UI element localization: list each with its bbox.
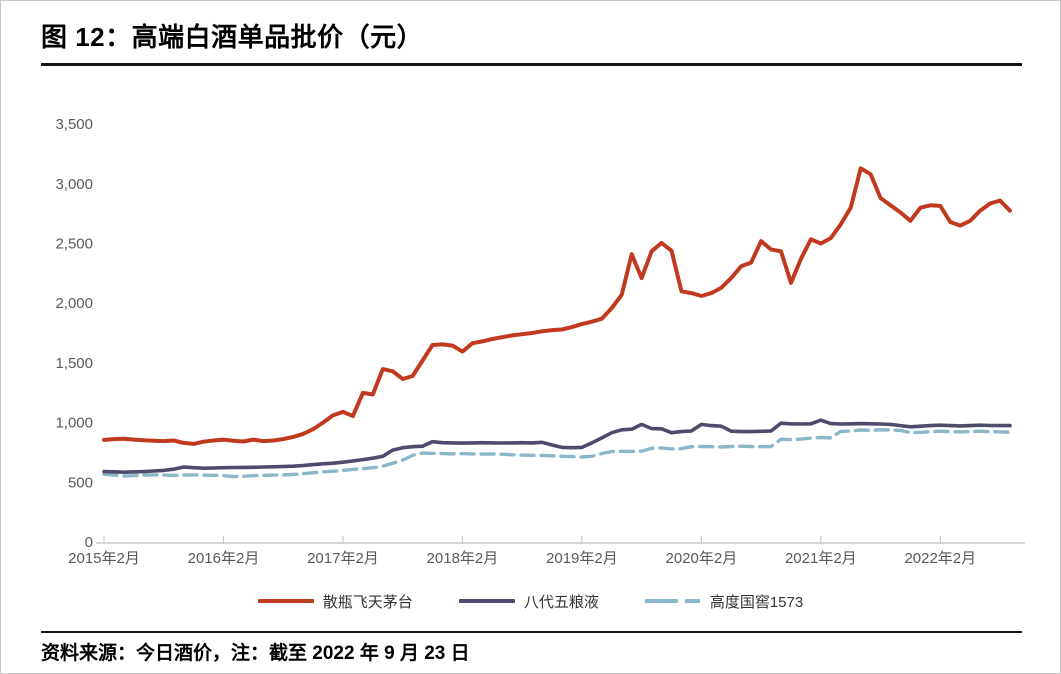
legend-item-maotai: 散瓶飞天茅台 (257, 591, 413, 612)
y-axis-label: 1,500 (55, 355, 93, 372)
y-axis-label: 500 (68, 474, 93, 491)
y-axis-label: 1,000 (55, 415, 93, 432)
x-axis-label: 2021年2月 (785, 550, 857, 567)
guojiao-1573-line (102, 428, 1012, 479)
y-axis-label: 3,000 (55, 176, 93, 193)
legend-line-swatch-solid (458, 599, 515, 603)
legend-label: 高度国窖1573 (709, 593, 804, 611)
x-axis-label: 2017年2月 (307, 550, 379, 567)
x-axis-label: 2015年2月 (68, 550, 140, 567)
y-axis-label: 3,500 (55, 116, 93, 133)
footer-rule (41, 631, 1022, 633)
source-note: 资料来源：今日酒价，注：截至 2022 年 9 月 23 日 (41, 643, 470, 664)
legend-label: 八代五粮液 (523, 593, 599, 611)
x-axis-label: 2020年2月 (666, 550, 738, 567)
wuliangye-8th-line (102, 418, 1012, 474)
line-chart: 2015年2月 2016年2月 2017年2月 2018年2月 2019年2月 2020年… (55, 116, 1025, 567)
legend-item-wuliangye: 八代五粮液 (458, 591, 599, 612)
legend-item-guojiao: 高度国窖1573 (644, 591, 804, 612)
legend-line-swatch-dashed (644, 599, 701, 603)
legend-label: 散瓶飞天茅台 (322, 593, 413, 611)
legend-line-swatch-solid (257, 599, 314, 603)
legend: 散瓶飞天茅台 八代五粮液 高度国窖1573 (1, 589, 1060, 613)
y-axis-label: 2,000 (55, 295, 93, 312)
y-axis-label: 2,500 (55, 236, 93, 253)
x-axis-label: 2018年2月 (427, 550, 499, 567)
x-axis-label: 2019年2月 (546, 550, 618, 567)
y-axis-label: 0 (85, 534, 93, 551)
x-axis-label: 2016年2月 (188, 550, 260, 567)
title-rule (41, 63, 1022, 66)
figure-title: 图 12：高端白酒单品批价（元） (41, 22, 424, 52)
maotai-feitian-line (102, 166, 1012, 446)
x-axis-label: 2022年2月 (904, 550, 976, 567)
